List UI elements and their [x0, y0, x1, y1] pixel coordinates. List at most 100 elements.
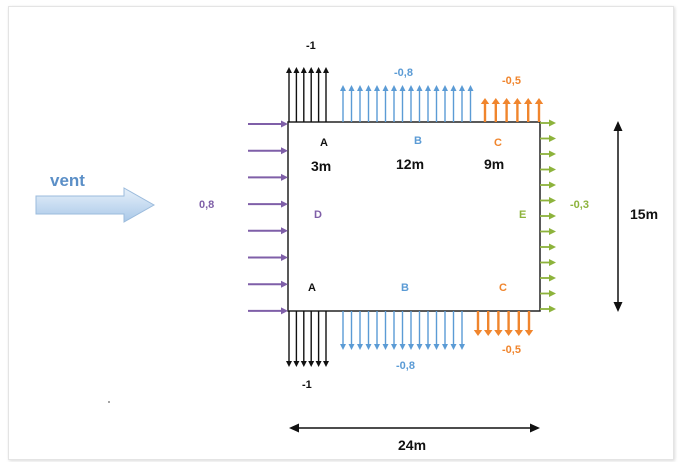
length-dimension-label: 24m: [398, 437, 427, 453]
coef-top-middle: -0,8: [394, 67, 413, 79]
arrow-leeward-head: [549, 119, 556, 127]
arrow-top-right-head: [534, 98, 544, 104]
arrow-leeward-head: [549, 150, 556, 158]
arrow-bottom-middle-head: [442, 344, 448, 350]
arrow-bottom-middle-head: [391, 344, 397, 350]
wind-direction-arrow: [35, 187, 156, 223]
arrow-leeward-head: [549, 135, 556, 142]
windward-pressure-arrows: [248, 120, 288, 315]
coef-top-right: -0,5: [502, 75, 521, 87]
arrow-top-middle-head: [399, 85, 406, 91]
arrow-bottom-middle-head: [374, 344, 380, 350]
zone-bottom-c: C: [499, 282, 507, 294]
arrow-bottom-middle-head: [399, 344, 406, 350]
arrow-bottom-middle-head: [340, 344, 346, 350]
zone-width-b: 12m: [396, 156, 425, 172]
arrow-bottom-right-head: [514, 330, 523, 336]
arrow-bottom-middle-head: [365, 344, 372, 350]
bottom-right-suction-arrows: [473, 311, 534, 336]
depth-dimension-label: 15m: [630, 206, 659, 222]
arrow-top-middle-head: [382, 85, 389, 91]
coef-bottom-corner: -1: [302, 379, 312, 391]
arrow-bottom-corner-head: [293, 361, 300, 367]
arrow-bottom-corner-head: [308, 361, 315, 367]
zone-windward-d: D: [314, 209, 322, 221]
arrow-bottom-right-head: [524, 330, 534, 336]
coef-bottom-right: -0,5: [502, 344, 521, 356]
diagram-frame: [8, 6, 674, 460]
arrow-leeward-head: [549, 181, 556, 189]
arrow-bottom-middle-head: [459, 344, 465, 350]
arrow-bottom-corner-head: [323, 361, 329, 367]
arrow-top-corner-head: [300, 67, 307, 73]
coef-leeward: -0,3: [570, 199, 589, 211]
arrow-bottom-middle-head: [433, 344, 440, 350]
coef-windward: 0,8: [199, 199, 215, 211]
arrow-top-corner-head: [293, 67, 300, 73]
zone-bottom-a: A: [308, 282, 316, 294]
arrow-top-right-head: [491, 98, 500, 104]
arrow-top-corner-head: [323, 67, 329, 73]
arrow-windward-head: [281, 200, 288, 208]
arrow-bottom-middle-head: [348, 344, 355, 350]
arrow-top-middle-head: [433, 85, 440, 91]
arrow-bottom-middle-head: [425, 344, 431, 350]
zone-bottom-b: B: [401, 282, 409, 294]
arrow-windward-head: [281, 254, 288, 261]
arrow-top-corner-head: [286, 67, 292, 73]
arrow-bottom-middle-head: [450, 344, 457, 350]
coef-bottom-middle: -0,8: [396, 360, 415, 372]
arrow-bottom-right-head: [494, 330, 503, 336]
arrow-windward-head: [281, 173, 288, 181]
arrow-bottom-corner-head: [315, 361, 322, 367]
arrow-leeward-head: [549, 212, 556, 220]
arrow-windward-head: [281, 120, 288, 128]
arrow-top-middle-head: [340, 85, 346, 91]
coef-top-corner: -1: [306, 40, 316, 52]
arrow-bottom-right-head: [504, 330, 513, 336]
arrow-top-middle-head: [374, 85, 380, 91]
depth-dimension-line: [613, 121, 623, 312]
arrow-top-corner-head: [308, 67, 315, 73]
arrow-top-middle-head: [408, 85, 414, 91]
arrow-windward-head: [281, 280, 288, 288]
zone-top-a: A: [320, 137, 328, 149]
arrow-top-right-head: [513, 98, 522, 104]
arrow-bottom-middle-head: [382, 344, 389, 350]
arrow-leeward-head: [549, 290, 556, 297]
arrow-windward-head: [281, 227, 288, 235]
zone-width-a: 3m: [311, 158, 332, 174]
top-right-suction-arrows: [480, 98, 544, 122]
arrow-leeward-head: [549, 259, 556, 266]
arrow-top-middle-head: [425, 85, 431, 91]
zone-top-c: C: [494, 137, 502, 149]
arrow-top-corner-head: [315, 67, 322, 73]
bottom-corner-suction-arrows: [286, 311, 329, 367]
arrow-top-middle-head: [348, 85, 355, 91]
arrow-top-middle-head: [467, 85, 474, 91]
arrow-bottom-middle-head: [408, 344, 414, 350]
zone-leeward-e: E: [519, 209, 527, 221]
top-middle-suction-arrows: [340, 85, 474, 122]
arrow-leeward-head: [549, 305, 556, 313]
wind-label: vent: [50, 171, 85, 190]
arrow-bottom-corner-head: [286, 361, 292, 367]
arrow-top-middle-head: [450, 85, 457, 91]
arrow-top-middle-head: [391, 85, 397, 91]
arrow-bottom-right-head: [473, 330, 483, 336]
arrow-leeward-head: [549, 228, 556, 235]
arrow-top-middle-head: [357, 85, 363, 91]
arrow-leeward-head: [549, 274, 556, 282]
zone-width-c: 9m: [484, 156, 505, 172]
arrow-top-middle-head: [416, 85, 423, 91]
arrow-windward-head: [281, 147, 288, 155]
arrow-top-right-head: [502, 98, 511, 104]
arrow-windward-head: [281, 307, 288, 315]
arrow-top-middle-head: [442, 85, 448, 91]
arrow-bottom-right-head: [484, 330, 493, 336]
leeward-suction-arrows: [540, 119, 556, 313]
length-dimension-line: [289, 423, 540, 433]
arrow-top-middle-head: [365, 85, 372, 91]
arrow-top-right-head: [480, 98, 490, 104]
